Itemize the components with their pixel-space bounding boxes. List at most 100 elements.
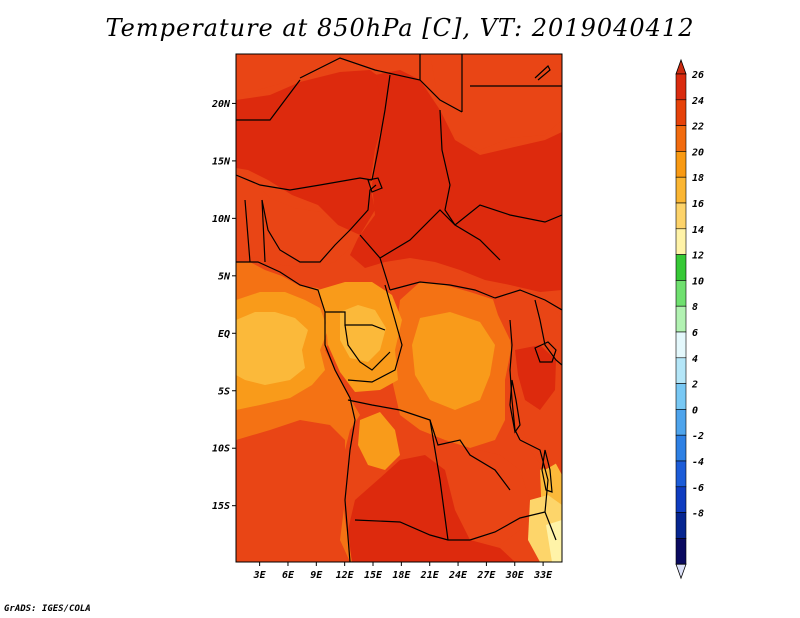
red-sea-coast xyxy=(534,65,551,81)
colorbar-label: 10 xyxy=(692,276,704,287)
field-region-18c-congo xyxy=(412,312,495,410)
border-algeria-niger xyxy=(299,57,463,113)
colorbar-label: 6 xyxy=(692,328,698,339)
border-chad-sudan xyxy=(439,109,456,226)
temperature-field xyxy=(236,54,562,562)
colorbar-label: 4 xyxy=(692,354,698,365)
colorbar-segment xyxy=(675,409,687,436)
colorbar-label: 14 xyxy=(692,225,704,236)
lake-malawi xyxy=(541,449,553,493)
colorbar-label: 20 xyxy=(691,147,704,158)
colorbar-segment xyxy=(675,486,687,513)
colorbar-label: 22 xyxy=(691,122,704,133)
colorbar-label: 24 xyxy=(691,96,704,107)
border-gabon-congo xyxy=(344,324,391,371)
border-east-uganda-kenya xyxy=(534,299,562,366)
lon-tick-label: 6E xyxy=(282,570,295,581)
longitude-axis: 3E 6E 9E 12E 15E 18E 21E 24E 27E 30E 33E xyxy=(253,562,553,581)
colorbar-segment xyxy=(675,305,687,333)
colorbar-segment xyxy=(675,73,687,101)
border-niger-south xyxy=(236,174,373,191)
field-region-24c-chad xyxy=(350,70,562,292)
field-region-24c-sahel-west xyxy=(236,70,390,235)
colorbar-segment xyxy=(675,280,687,307)
colorbar-label: 2 xyxy=(691,380,698,391)
lake-chad xyxy=(367,177,383,193)
field-region-24c-tanzania xyxy=(515,345,556,410)
border-niger-chad xyxy=(371,74,391,181)
colorbar-segment xyxy=(675,151,687,178)
lat-tick-label: 5N xyxy=(218,271,231,282)
lon-tick-label: 27E xyxy=(476,570,496,581)
lat-tick-label: 20N xyxy=(211,99,231,110)
border-congo-drc xyxy=(347,284,403,383)
map-title: Temperature at 850hPa [C], VT: 201904041… xyxy=(105,14,695,42)
grads-credit: GrADS: IGES/COLA xyxy=(4,604,91,614)
lon-tick-label: 18E xyxy=(392,570,411,581)
border-zambia-zimbabwe xyxy=(469,511,546,541)
colorbar-segment xyxy=(675,125,687,152)
colorbar-label: 18 xyxy=(692,173,704,184)
border-benin-togo xyxy=(244,199,266,263)
field-region-22c-southcentral xyxy=(430,440,530,545)
colorbar-bottom-triangle xyxy=(675,563,687,580)
border-car-north xyxy=(379,209,501,261)
border-south-sudan xyxy=(454,204,562,226)
border-libya-egypt xyxy=(419,54,463,112)
lon-tick-label: 15E xyxy=(364,570,383,581)
colorbar-segment xyxy=(675,331,687,359)
colorbar-label: -8 xyxy=(692,509,704,520)
colorbar-label: -4 xyxy=(692,457,704,468)
border-nigeria xyxy=(261,184,377,263)
lat-tick-label: 5S xyxy=(218,386,230,397)
colorbar-label: -6 xyxy=(692,483,704,494)
lat-tick-label: EQ xyxy=(218,329,230,340)
border-south-sudan-south xyxy=(494,289,562,311)
colorbar-segment xyxy=(675,538,687,565)
border-angola-zambia xyxy=(429,419,449,541)
colorbar-label: 12 xyxy=(692,251,704,262)
field-region-18c-angola xyxy=(358,412,400,470)
colorbar-label: -2 xyxy=(692,431,704,442)
colorbar-segment xyxy=(675,460,687,488)
field-region-16c-west xyxy=(236,312,308,385)
field-region-16c-gabon xyxy=(340,305,386,362)
lat-tick-label: 10N xyxy=(212,214,231,225)
colorbar-label: 16 xyxy=(692,199,704,210)
border-angola-namibia xyxy=(354,519,470,541)
plot-frame xyxy=(235,53,563,563)
border-mozambique xyxy=(519,439,557,541)
lon-tick-label: 24E xyxy=(448,570,468,581)
colorbar-segment xyxy=(675,202,687,230)
field-region-12c-southeast xyxy=(546,520,562,562)
lon-tick-label: 9E xyxy=(310,570,323,581)
colorbar-segment xyxy=(675,434,687,462)
lake-tanganyika xyxy=(509,379,521,434)
border-mali-niger xyxy=(236,79,301,121)
field-region-22c-south xyxy=(236,420,350,562)
coastline-west xyxy=(236,261,356,562)
lake-victoria xyxy=(534,341,557,363)
lon-tick-label: 21E xyxy=(420,570,440,581)
colorbar-segment xyxy=(675,383,687,410)
border-car-south xyxy=(389,281,496,299)
latitude-axis: 20N 15N 10N 5N EQ 5S 10S 15S xyxy=(211,99,236,512)
colorbar-label: 0 xyxy=(692,405,698,416)
lat-tick-label: 15S xyxy=(212,501,230,512)
colorbar-segment xyxy=(675,254,687,281)
border-drc-angola xyxy=(347,399,511,491)
colorbar-segment xyxy=(675,512,687,539)
field-region-24c-angola xyxy=(348,455,515,562)
lon-tick-label: 3E xyxy=(253,570,267,581)
lon-tick-label: 33E xyxy=(533,570,553,581)
field-region-22c-northwest xyxy=(236,54,360,95)
colorbar-label: 26 xyxy=(691,70,704,81)
colorbar-segment xyxy=(675,99,687,126)
lat-tick-label: 10S xyxy=(212,444,230,455)
field-region-22c-northeast xyxy=(430,54,562,150)
country-borders xyxy=(236,54,562,562)
colorbar-segment xyxy=(675,357,687,384)
lon-tick-label: 30E xyxy=(505,570,525,581)
